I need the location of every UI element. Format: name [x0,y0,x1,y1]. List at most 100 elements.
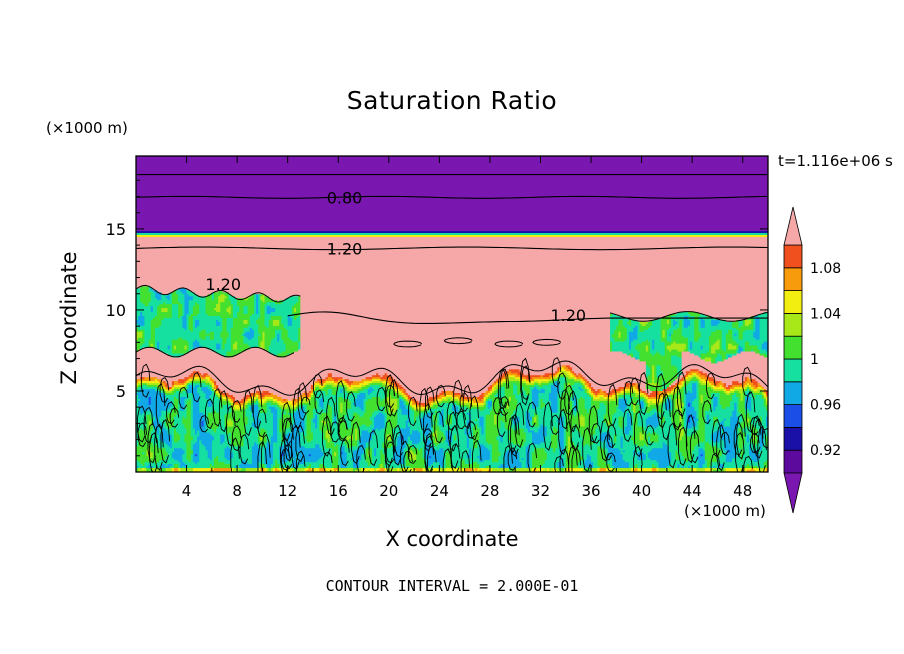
field-cell [138,444,154,447]
field-cell [723,387,727,390]
field-cell [671,343,687,347]
field-cell [211,387,215,390]
field-cell [152,444,156,447]
field-cell [721,341,727,345]
field-cell [614,339,626,343]
field-cell [618,387,626,390]
field-cell [677,394,681,398]
field-cell [190,424,194,428]
field-cell [508,402,518,406]
field-cell [331,410,339,414]
field-cell [652,432,657,436]
field-cell [443,410,455,414]
field-cell [626,424,632,428]
field-cell [664,391,668,394]
field-cell [420,440,426,443]
field-cell [350,418,371,422]
field-cell [631,438,641,442]
field-cell [300,304,768,307]
field-cell [628,333,638,337]
field-cell [338,432,356,436]
field-cell [167,444,173,447]
field-cell [700,347,704,351]
field-cell [312,434,325,438]
field-cell [508,381,521,384]
field-cell [433,414,438,418]
field-cell [538,396,550,400]
field-cell [178,288,188,291]
field-cell [384,438,388,442]
field-cell [551,402,558,406]
time-label: t=1.116e+06 s [778,152,893,170]
field-cell [374,418,386,422]
field-cell [727,355,731,359]
field-cell [588,408,598,412]
field-cell [262,339,266,343]
field-cell [260,308,266,311]
field-cell [220,434,226,438]
field-cell [654,426,657,430]
field-cell [525,383,535,386]
field-cell [430,436,436,440]
field-cell [186,323,190,327]
field-cell [374,422,386,426]
field-cell [483,402,487,406]
field-cell [443,393,455,396]
field-cell [411,408,415,412]
field-cell [207,387,213,390]
field-cell [136,242,768,246]
field-cell [565,369,571,372]
field-cell [374,410,386,414]
field-cell [256,426,274,430]
field-cell [300,331,611,335]
field-cell [730,387,735,390]
field-cell [399,430,411,434]
field-cell [237,300,255,303]
field-cell [487,400,493,404]
field-cell [308,400,318,404]
field-cell [378,412,384,416]
field-cell [694,333,702,337]
field-cell [405,422,409,426]
field-cell [711,393,721,396]
field-cell [732,321,740,325]
field-cell [186,430,192,434]
field-cell [365,442,384,445]
field-cell [614,329,628,333]
field-cell [483,420,487,424]
field-cell [498,432,512,436]
field-cell [249,347,263,351]
field-cell [232,347,238,351]
field-cell [287,321,293,325]
field-cell [232,308,240,311]
field-cell [205,393,213,396]
field-cell [656,367,662,370]
field-cell [247,343,259,347]
field-cell [727,343,733,347]
field-cell [618,398,628,402]
field-cell [331,422,335,426]
field-cell [199,410,215,414]
field-cell [738,410,746,414]
field-cell [645,400,649,404]
field-cell [272,424,278,428]
field-cell [384,428,394,432]
field-cell [717,361,768,364]
field-cell [563,432,567,436]
field-cell [173,416,183,420]
field-cell [612,424,620,428]
field-cell [679,434,685,438]
field-cell [359,432,363,436]
field-cell [157,312,173,315]
field-cell [679,438,683,442]
field-cell [178,312,183,315]
field-cell [744,440,748,443]
field-cell [534,418,537,422]
field-cell [445,391,453,394]
field-cell [258,341,261,345]
field-cell [165,387,169,390]
field-cell [681,325,685,329]
field-cell [681,353,695,357]
field-cell [713,398,719,402]
field-cell [612,343,630,347]
